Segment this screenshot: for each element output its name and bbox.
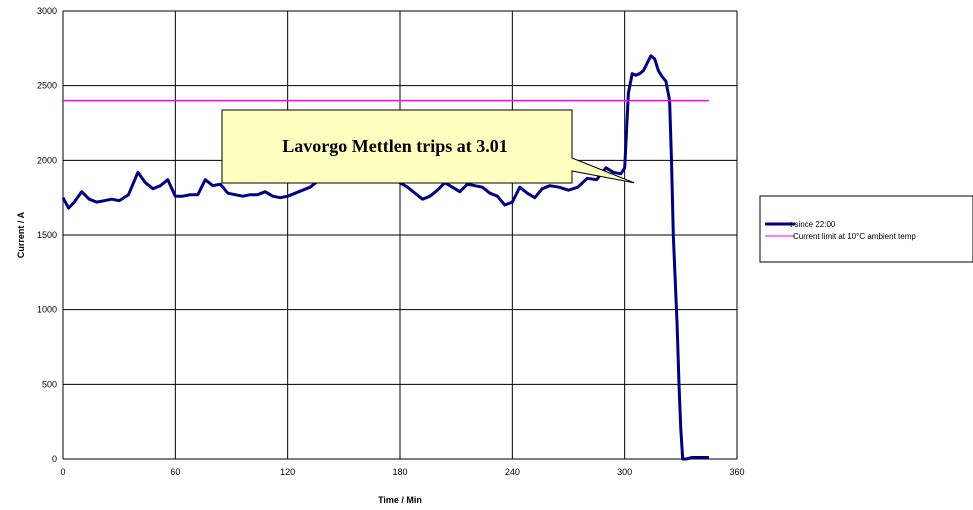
annotation-callout: Lavorgo Mettlen trips at 3.01: [221, 109, 635, 184]
legend-label-limit: Current limit at 10°C ambient temp: [793, 232, 916, 241]
y-tick-label: 2000: [37, 155, 57, 165]
tick-labels: 0 500 1000 1500 2000 2500 3000 0 60 120 180 240 300 3…: [37, 6, 745, 477]
annotation-text: Lavorgo Mettlen trips at 3.01: [282, 136, 507, 156]
y-tick-label: 1000: [37, 305, 57, 315]
x-tick-label: 180: [392, 467, 407, 477]
x-tick-label: 60: [170, 467, 180, 477]
x-tick-label: 240: [505, 467, 520, 477]
legend-label-series: t since 22:00: [790, 220, 836, 229]
x-tick-label: 120: [280, 467, 295, 477]
x-axis-title: Time / Min: [378, 495, 422, 505]
annotation-box: [221, 109, 635, 184]
y-tick-label: 500: [42, 379, 57, 389]
y-tick-label: 1500: [37, 230, 57, 240]
x-tick-label: 0: [60, 467, 65, 477]
y-tick-label: 3000: [37, 6, 57, 16]
y-tick-label: 2500: [37, 81, 57, 91]
y-axis-title: Current / A: [16, 211, 26, 258]
legend: t since 22:00 Current limit at 10°C ambi…: [759, 195, 973, 263]
y-tick-label: 0: [52, 454, 57, 464]
x-tick-label: 360: [729, 467, 744, 477]
grid-lines: [62, 10, 738, 460]
x-tick-label: 300: [617, 467, 632, 477]
